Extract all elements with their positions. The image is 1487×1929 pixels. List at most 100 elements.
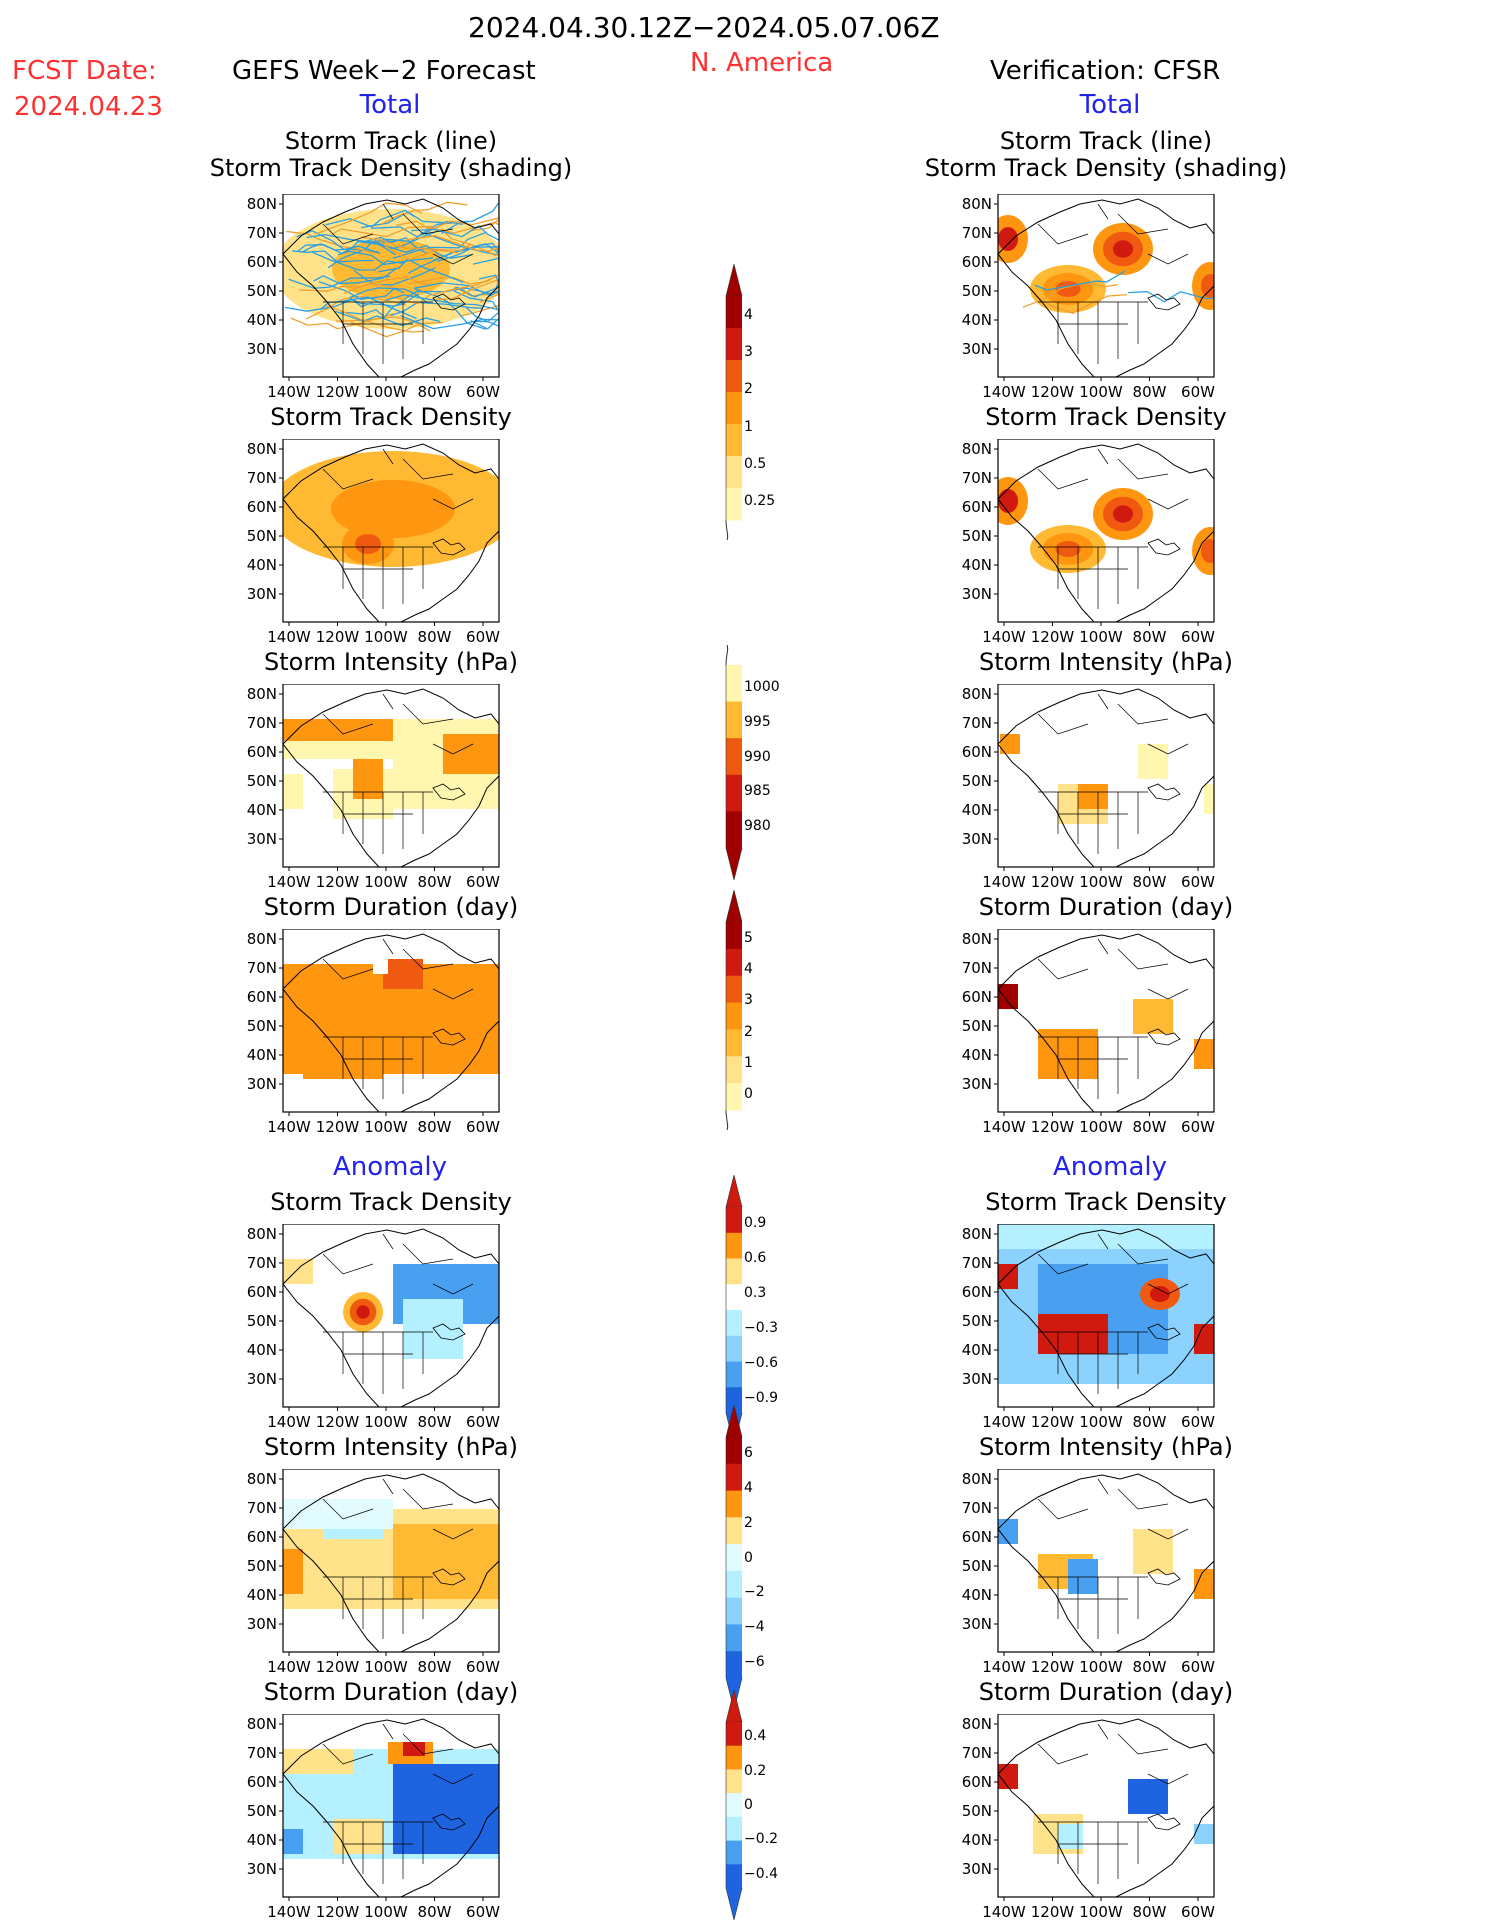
lon-tick-label: 80W bbox=[418, 1413, 452, 1431]
lat-tick-label: 60N bbox=[962, 1528, 992, 1546]
lat-tick-label: 40N bbox=[247, 311, 277, 329]
lat-tick-label: 50N bbox=[247, 1312, 277, 1330]
map-verification-density-anomaly: 80N 70N 60N 50N 40N 30N 140W 120W 100W 80W 60W bbox=[962, 1224, 1215, 1431]
lat-tick-label: 80N bbox=[962, 195, 992, 213]
colorbar-tick-label: 0 bbox=[744, 1797, 753, 1813]
lat-tick-label: 40N bbox=[962, 1831, 992, 1849]
colorbar-tick-label: −6 bbox=[744, 1653, 765, 1670]
map-verification-duration: 80N 70N 60N 50N 40N 30N 140W 120W 100W 80W 60W bbox=[962, 929, 1215, 1136]
lat-tick-label: 80N bbox=[962, 1225, 992, 1243]
lon-tick-label: 120W bbox=[1031, 873, 1075, 891]
lat-tick-label: 40N bbox=[962, 1586, 992, 1604]
map-verification-track-density: 80N 70N 60N 50N 40N 30N 140W 120W 100W 80W 60W bbox=[962, 439, 1215, 646]
lon-tick-label: 140W bbox=[982, 1903, 1026, 1921]
lat-tick-label: 70N bbox=[247, 959, 277, 977]
panel-title-line: Storm Track Density (shading) bbox=[924, 153, 1288, 182]
lat-tick-label: 60N bbox=[962, 988, 992, 1006]
lat-tick-label: 30N bbox=[247, 1860, 277, 1878]
lat-tick-label: 60N bbox=[247, 743, 277, 761]
colorbar-tick-label: −0.9 bbox=[744, 1389, 778, 1406]
lon-tick-label: 60W bbox=[1181, 1903, 1215, 1921]
colorbar-tick-label: 990 bbox=[744, 748, 771, 765]
colorbar-duration-total bbox=[725, 890, 743, 1130]
map-forecast-intensity-anomaly: 80N 70N 60N 50N 40N 30N 140W 120W 100W 80W 60W bbox=[247, 1469, 500, 1676]
lon-tick-label: 60W bbox=[1181, 1413, 1215, 1431]
lat-tick-label: 60N bbox=[247, 1283, 277, 1301]
lat-tick-label: 70N bbox=[247, 1499, 277, 1517]
lat-tick-label: 30N bbox=[962, 1370, 992, 1388]
colorbar-tick-label: −0.4 bbox=[744, 1865, 778, 1882]
lon-tick-label: 60W bbox=[466, 628, 500, 646]
panel-title-forecast-intensity: Storm Intensity (hPa) bbox=[264, 648, 518, 676]
lat-tick-label: 60N bbox=[247, 1528, 277, 1546]
lat-tick-label: 70N bbox=[962, 1744, 992, 1762]
map-forecast-duration: 80N 70N 60N 50N 40N 30N 140W 120W 100W 80W 60W bbox=[247, 929, 500, 1136]
lon-tick-label: 80W bbox=[1133, 1413, 1167, 1431]
panel-title-verification-track-density: Storm Track Density bbox=[985, 403, 1227, 431]
lat-tick-label: 30N bbox=[247, 1370, 277, 1388]
lon-tick-label: 80W bbox=[1133, 1118, 1167, 1136]
panel-title-verification-track-line: Storm Track (line) Storm Track Density (s… bbox=[898, 128, 1314, 182]
colorbar-tick-label: 6 bbox=[744, 1445, 753, 1462]
lon-tick-label: 140W bbox=[267, 873, 311, 891]
lon-tick-label: 120W bbox=[316, 1118, 360, 1136]
colorbar-tick-label: 0.5 bbox=[744, 455, 767, 472]
lon-tick-label: 60W bbox=[1181, 1118, 1215, 1136]
lat-tick-label: 50N bbox=[247, 1802, 277, 1820]
lon-tick-label: 120W bbox=[1031, 1658, 1075, 1676]
lon-tick-label: 60W bbox=[1181, 628, 1215, 646]
lat-tick-label: 30N bbox=[962, 1615, 992, 1633]
lat-tick-label: 50N bbox=[962, 1802, 992, 1820]
lon-tick-label: 100W bbox=[1079, 1903, 1123, 1921]
lon-tick-label: 100W bbox=[364, 1903, 408, 1921]
lon-tick-label: 140W bbox=[982, 628, 1026, 646]
lon-tick-label: 140W bbox=[267, 383, 311, 401]
panel-title-forecast-intensity-anomaly: Storm Intensity (hPa) bbox=[264, 1433, 518, 1461]
colorbar-tick-label: 995 bbox=[744, 713, 771, 730]
lat-tick-label: 80N bbox=[247, 930, 277, 948]
lon-tick-label: 60W bbox=[466, 1658, 500, 1676]
lat-tick-label: 60N bbox=[962, 498, 992, 516]
map-verification-track-line: 80N 70N 60N 50N 40N 30N 140W 120W 100W 80W 60W bbox=[962, 194, 1215, 401]
lon-tick-label: 100W bbox=[364, 873, 408, 891]
lat-tick-label: 50N bbox=[962, 772, 992, 790]
panel-title-forecast-duration-anomaly: Storm Duration (day) bbox=[263, 1678, 519, 1706]
lat-tick-label: 50N bbox=[962, 1312, 992, 1330]
lat-tick-label: 70N bbox=[962, 1254, 992, 1272]
period-title: 2024.04.30.12Z−2024.05.07.06Z bbox=[468, 11, 940, 44]
lat-tick-label: 40N bbox=[247, 1341, 277, 1359]
lat-tick-label: 80N bbox=[962, 1470, 992, 1488]
lon-tick-label: 100W bbox=[1079, 1413, 1123, 1431]
lon-tick-label: 120W bbox=[1031, 1118, 1075, 1136]
colorbar-tick-label: 980 bbox=[744, 818, 771, 834]
lon-tick-label: 120W bbox=[316, 628, 360, 646]
lon-tick-label: 100W bbox=[364, 1413, 408, 1431]
lat-tick-label: 70N bbox=[247, 1254, 277, 1272]
lon-tick-label: 60W bbox=[466, 383, 500, 401]
lat-tick-label: 60N bbox=[962, 1283, 992, 1301]
lon-tick-label: 140W bbox=[982, 383, 1026, 401]
fcst-date-label: FCST Date: bbox=[12, 56, 157, 86]
lon-tick-label: 120W bbox=[316, 873, 360, 891]
map-forecast-duration-anomaly: 80N 70N 60N 50N 40N 30N 140W 120W 100W 80W 60W bbox=[247, 1714, 500, 1921]
colorbar-intensity-anom bbox=[725, 1405, 743, 1710]
panel-title-verification-intensity-anomaly: Storm Intensity (hPa) bbox=[979, 1433, 1233, 1461]
lon-tick-label: 80W bbox=[1133, 1658, 1167, 1676]
colorbar-tick-label: 2 bbox=[744, 1514, 753, 1531]
colorbar-intensity-total bbox=[725, 645, 743, 880]
lat-tick-label: 50N bbox=[247, 527, 277, 545]
lon-tick-label: 100W bbox=[1079, 383, 1123, 401]
panel-title-line: Storm Track (line) bbox=[999, 127, 1213, 155]
map-forecast-density-anomaly: 80N 70N 60N 50N 40N 30N 140W 120W 100W 80W 60W bbox=[247, 1224, 500, 1431]
lat-tick-label: 70N bbox=[962, 1499, 992, 1517]
section-anomaly-left: Anomaly bbox=[332, 1152, 448, 1182]
lat-tick-label: 70N bbox=[247, 1744, 277, 1762]
colorbar-tick-label: −0.6 bbox=[744, 1354, 778, 1371]
lon-tick-label: 100W bbox=[364, 383, 408, 401]
lat-tick-label: 50N bbox=[962, 1557, 992, 1575]
lat-tick-label: 60N bbox=[247, 1773, 277, 1791]
region-title: N. America bbox=[690, 48, 834, 78]
lon-tick-label: 100W bbox=[364, 1658, 408, 1676]
lon-tick-label: 140W bbox=[982, 1413, 1026, 1431]
lon-tick-label: 80W bbox=[1133, 1903, 1167, 1921]
